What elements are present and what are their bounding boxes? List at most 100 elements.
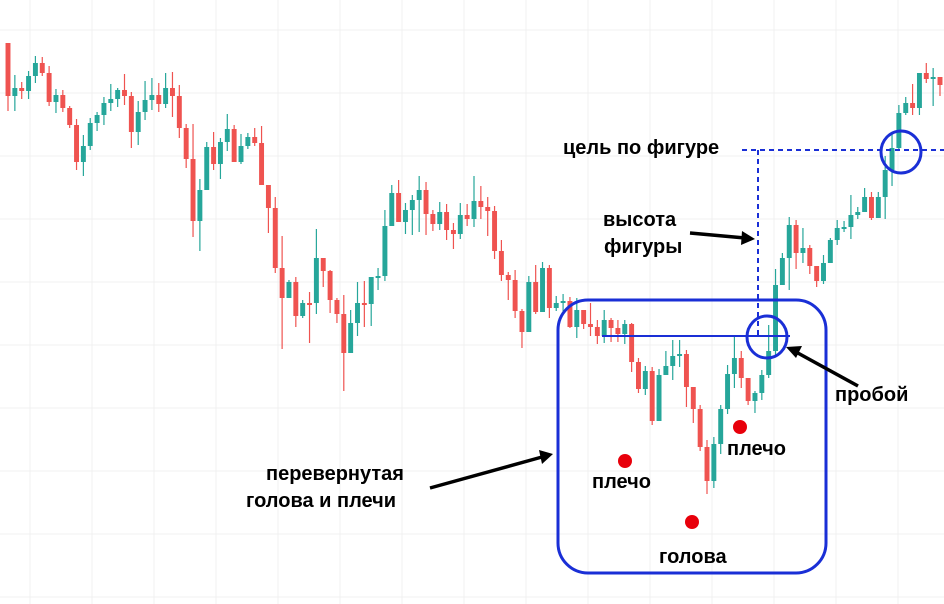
candle	[615, 320, 621, 342]
candle-body	[163, 88, 169, 104]
right-shoulder-marker	[733, 420, 747, 434]
pattern-box	[556, 298, 828, 575]
candle	[286, 280, 292, 298]
candle-body	[423, 190, 429, 214]
candle	[355, 282, 360, 336]
candle-body	[916, 73, 922, 108]
candle-body	[156, 95, 162, 104]
breakout-arrow-shaft	[795, 350, 859, 388]
candle	[327, 270, 333, 313]
candle	[19, 82, 25, 99]
candle-body	[348, 323, 354, 353]
candle	[869, 192, 874, 220]
candle-body	[519, 311, 525, 332]
candle	[87, 118, 93, 150]
candle	[471, 176, 477, 227]
candle-body	[334, 300, 340, 314]
candle	[766, 325, 772, 378]
candle	[341, 295, 347, 391]
candle-body	[403, 210, 408, 222]
candle	[807, 245, 813, 274]
candle	[738, 351, 744, 388]
candle-body	[286, 282, 292, 298]
candle	[601, 310, 607, 343]
candle	[697, 405, 703, 451]
candle	[505, 272, 511, 300]
candle-body	[793, 225, 799, 253]
candle	[279, 236, 285, 349]
candle-body	[752, 393, 758, 401]
target-label: цель по фигуре	[563, 137, 719, 159]
candle	[94, 112, 100, 131]
pattern-arrow-icon	[539, 450, 553, 464]
candle	[382, 210, 388, 281]
candle	[731, 335, 737, 388]
candle-body	[731, 358, 737, 374]
candle-body	[5, 43, 11, 96]
candle-body	[12, 88, 18, 96]
candle	[416, 176, 422, 232]
candle-body	[937, 77, 943, 85]
candle	[855, 207, 861, 219]
candle-body	[94, 115, 100, 123]
candle	[217, 138, 223, 179]
candle	[375, 268, 381, 290]
candle	[74, 119, 79, 170]
candle	[916, 73, 922, 115]
candle-body	[608, 320, 614, 328]
candle	[745, 378, 751, 405]
candle-body	[19, 88, 25, 91]
candle	[492, 206, 498, 259]
candle-body	[416, 190, 422, 200]
candle	[862, 188, 868, 212]
height-label-line1: высота	[603, 209, 677, 231]
candle-body	[725, 374, 731, 409]
candle	[690, 387, 696, 423]
candle-body	[642, 371, 648, 389]
candle	[135, 101, 141, 145]
candle-body	[368, 277, 374, 304]
candle-body	[307, 303, 312, 305]
candle-body	[128, 96, 134, 132]
candle-body	[745, 378, 751, 401]
candle-body	[533, 282, 539, 312]
candle	[108, 84, 114, 111]
candle	[272, 197, 278, 273]
candle-body	[622, 324, 628, 334]
candle-body	[279, 268, 285, 298]
candle-body	[80, 146, 86, 162]
candle-body	[718, 409, 724, 444]
candle	[368, 277, 374, 326]
candle-body	[293, 282, 299, 316]
candle	[450, 223, 456, 249]
candle	[622, 320, 628, 344]
candle-body	[471, 201, 477, 219]
candle	[313, 229, 319, 314]
candle-body	[759, 375, 765, 393]
candle	[903, 97, 909, 115]
candle-body	[882, 170, 888, 197]
candle	[211, 132, 217, 170]
candle	[245, 133, 251, 149]
candle-body	[396, 193, 402, 222]
candle	[588, 303, 593, 336]
candle	[889, 134, 895, 186]
candle	[190, 124, 196, 237]
candle	[80, 135, 86, 176]
candle	[142, 81, 148, 120]
candle-body	[170, 88, 175, 96]
candle-body	[629, 324, 635, 362]
candle-body	[341, 314, 347, 353]
candle-body	[663, 366, 669, 375]
candle-body	[204, 147, 210, 190]
candle	[115, 88, 121, 107]
candle-body	[197, 190, 203, 221]
candle	[848, 195, 854, 239]
candle	[176, 85, 182, 138]
candle-body	[677, 354, 683, 356]
candle	[149, 78, 155, 110]
candle	[821, 255, 826, 284]
candle	[718, 405, 724, 454]
candle	[259, 126, 265, 185]
